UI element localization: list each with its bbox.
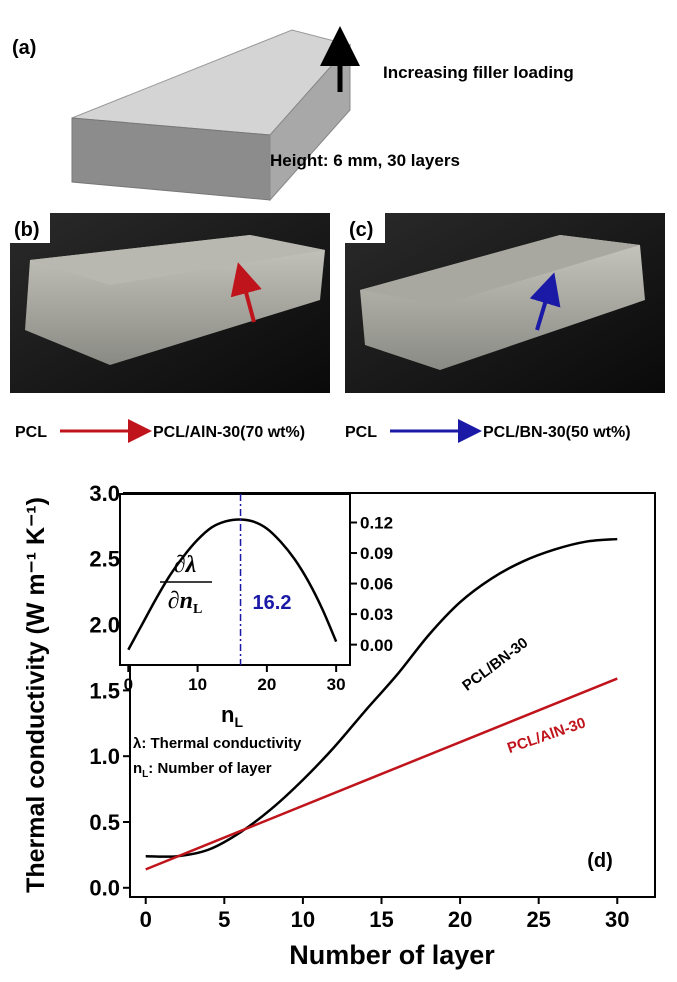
formula-numerator: ∂λ <box>174 552 197 578</box>
panel-label: (d) <box>587 850 613 872</box>
y-tick-label: 1.0 <box>89 744 120 769</box>
y-tick-label: 2.0 <box>89 613 120 638</box>
label-part: n <box>221 702 234 727</box>
x-tick-label: 30 <box>605 907 629 932</box>
x-tick-label: 0 <box>124 675 133 694</box>
note: λ: Thermal conductivity <box>133 735 302 752</box>
y-tick-label: 1.5 <box>89 678 120 703</box>
legend-from: PCL <box>345 424 377 441</box>
panel-label: (b) <box>14 219 40 241</box>
panel-label: (c) <box>349 219 373 241</box>
annotation: Increasing filler loading <box>383 63 574 82</box>
y-tick-label: 0.00 <box>360 636 393 655</box>
x-tick-label: 10 <box>291 907 315 932</box>
legend-to: PCL/BN-30(50 wt%) <box>483 424 631 441</box>
y-tick-label: 0.06 <box>360 575 393 594</box>
peak-label: 16.2 <box>253 592 292 614</box>
x-tick-label: 20 <box>448 907 472 932</box>
note-part: n <box>133 760 142 777</box>
x-tick-label: 0 <box>140 907 152 932</box>
y-axis-label: Thermal conductivity (W m⁻¹ K⁻¹) <box>22 497 50 893</box>
legend-from: PCL <box>15 424 47 441</box>
note-part: : Number of layer <box>148 760 272 777</box>
label-part: ∂n <box>168 588 193 614</box>
y-tick-label: 0.09 <box>360 544 393 563</box>
y-tick-label: 2.5 <box>89 547 120 572</box>
figure: (a) Increasing filler loading Height: 6 … <box>0 0 677 977</box>
x-tick-label: 5 <box>218 907 230 932</box>
x-tick-label: 15 <box>369 907 393 932</box>
x-tick-label: 25 <box>526 907 550 932</box>
label-sub: L <box>234 714 243 730</box>
x-tick-label: 30 <box>327 675 346 694</box>
legend-to: PCL/AlN-30(70 wt%) <box>153 424 305 441</box>
x-tick-label: 20 <box>257 675 276 694</box>
x-tick-label: 10 <box>188 675 207 694</box>
y-tick-label: 3.0 <box>89 481 120 506</box>
y-tick-label: 0.5 <box>89 810 120 835</box>
panel-label: (a) <box>12 37 36 59</box>
label-sub: L <box>193 602 202 617</box>
y-tick-label: 0.0 <box>89 876 120 901</box>
y-tick-label: 0.03 <box>360 605 393 624</box>
x-axis-label: Number of layer <box>289 940 495 970</box>
annotation: Height: 6 mm, 30 layers <box>270 151 460 170</box>
y-tick-label: 0.12 <box>360 514 393 533</box>
